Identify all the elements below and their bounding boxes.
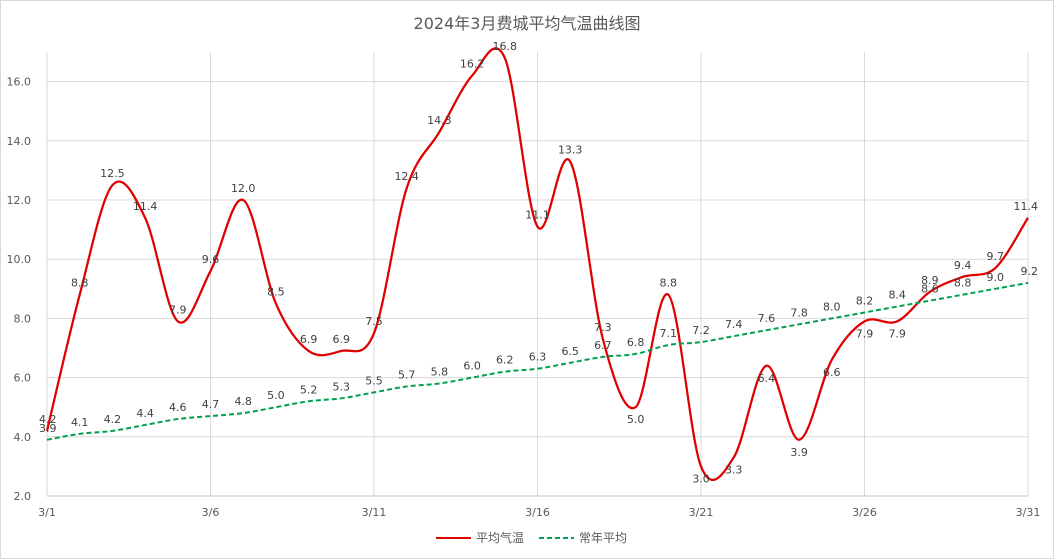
avg-temp-data-label: 7.5 bbox=[365, 315, 383, 328]
avg-temp-data-label: 5.0 bbox=[627, 413, 645, 426]
avg-temp-data-label: 7.3 bbox=[594, 321, 612, 334]
normal-avg-data-label: 6.2 bbox=[496, 354, 514, 367]
avg-temp-data-label: 6.6 bbox=[823, 366, 841, 379]
normal-avg-data-label: 6.3 bbox=[529, 351, 547, 364]
avg-temp-data-label: 16.8 bbox=[493, 40, 518, 53]
normal-avg-data-label: 5.0 bbox=[267, 389, 285, 402]
avg-temp-data-label: 8.8 bbox=[71, 277, 89, 290]
avg-temp-data-label: 8.5 bbox=[267, 286, 285, 299]
y-tick-label: 6.0 bbox=[14, 372, 32, 385]
avg-temp-data-label: 8.8 bbox=[660, 277, 678, 290]
normal-avg-data-label: 9.0 bbox=[987, 271, 1005, 284]
normal-avg-data-label: 6.8 bbox=[627, 336, 645, 349]
avg-temp-data-label: 6.4 bbox=[758, 372, 776, 385]
normal-avg-data-label: 7.4 bbox=[725, 318, 743, 331]
y-tick-label: 12.0 bbox=[7, 194, 32, 207]
x-tick-label: 3/11 bbox=[362, 506, 387, 519]
normal-avg-data-label: 8.0 bbox=[823, 300, 841, 313]
avg-temp-data-label: 8.9 bbox=[921, 274, 939, 287]
y-tick-label: 14.0 bbox=[7, 135, 32, 148]
normal-avg-data-label: 6.7 bbox=[594, 339, 612, 352]
y-tick-label: 8.0 bbox=[14, 312, 32, 325]
x-tick-label: 3/31 bbox=[1016, 506, 1041, 519]
x-tick-label: 3/1 bbox=[38, 506, 56, 519]
avg-temp-data-label: 7.9 bbox=[856, 327, 874, 340]
avg-temp-data-label: 14.3 bbox=[427, 114, 452, 127]
avg-temp-data-label: 9.7 bbox=[987, 250, 1005, 263]
legend: 平均气温 常年平均 bbox=[436, 530, 627, 545]
legend-label-normal-avg: 常年平均 bbox=[579, 531, 627, 545]
avg-temp-data-label: 11.4 bbox=[1014, 200, 1039, 213]
normal-avg-data-label: 7.1 bbox=[660, 327, 678, 340]
avg-temp-data-label: 3.9 bbox=[790, 446, 808, 459]
normal-avg-data-label: 7.6 bbox=[758, 312, 776, 325]
normal-avg-data-label: 5.8 bbox=[431, 366, 449, 379]
normal-avg-data-label: 4.2 bbox=[104, 413, 122, 426]
x-tick-label: 3/26 bbox=[852, 506, 877, 519]
avg-temp-data-label: 3.0 bbox=[692, 472, 710, 485]
normal-avg-data-label: 5.5 bbox=[365, 374, 383, 387]
normal-avg-data-label: 4.8 bbox=[234, 395, 252, 408]
x-tick-label: 3/21 bbox=[689, 506, 714, 519]
chart-title: 2024年3月费城平均气温曲线图 bbox=[414, 14, 641, 33]
x-tick-label: 3/6 bbox=[202, 506, 220, 519]
series-layer bbox=[45, 47, 1029, 481]
x-tick-label: 3/16 bbox=[525, 506, 550, 519]
avg-temp-data-label: 11.1 bbox=[525, 209, 550, 222]
normal-avg-data-label: 5.2 bbox=[300, 383, 318, 396]
avg-temp-data-label: 6.9 bbox=[300, 333, 318, 346]
y-tick-label: 4.0 bbox=[14, 431, 32, 444]
normal-avg-data-label: 6.5 bbox=[561, 345, 579, 358]
normal-avg-data-label: 8.8 bbox=[954, 277, 972, 290]
normal-avg-data-label: 3.9 bbox=[39, 422, 57, 435]
normal-avg-data-label: 8.4 bbox=[888, 289, 906, 302]
normal-avg-data-label: 4.6 bbox=[169, 401, 187, 414]
avg-temp-data-label: 7.9 bbox=[888, 327, 906, 340]
y-tick-label: 2.0 bbox=[14, 490, 32, 503]
avg-temp-data-label: 6.9 bbox=[333, 333, 351, 346]
avg-temp-data-label: 9.4 bbox=[954, 259, 972, 272]
normal-avg-data-label: 9.2 bbox=[1021, 265, 1039, 278]
data-label-layer: 4.2 8.8 12.5 11.4 7.9 9.6 12.0 8.5 6.9 6.9 7.5 12.4… bbox=[39, 40, 1038, 485]
avg-temp-data-label: 12.4 bbox=[394, 170, 419, 183]
avg-temp-data-label: 11.4 bbox=[133, 200, 158, 213]
avg-temp-data-label: 12.5 bbox=[100, 167, 125, 180]
avg-temp-data-label: 3.3 bbox=[725, 464, 743, 477]
normal-avg-data-label: 7.2 bbox=[692, 324, 710, 337]
normal-avg-data-label: 8.2 bbox=[856, 294, 874, 307]
normal-avg-data-label: 4.4 bbox=[136, 407, 154, 420]
grid-layer bbox=[46, 52, 1029, 497]
normal-avg-data-label: 4.1 bbox=[71, 416, 89, 429]
avg-temp-data-label: 12.0 bbox=[231, 182, 256, 195]
y-tick-label: 10.0 bbox=[7, 253, 32, 266]
normal-avg-data-label: 7.8 bbox=[790, 306, 808, 319]
avg-temp-data-label: 4.2 bbox=[39, 413, 57, 426]
avg-temp-data-label: 9.6 bbox=[202, 253, 220, 266]
normal-avg-data-label: 5.3 bbox=[333, 380, 351, 393]
avg-temp-data-label: 16.2 bbox=[460, 58, 485, 71]
normal-avg-data-label: 8.6 bbox=[921, 283, 939, 296]
y-tick-label: 16.0 bbox=[7, 76, 32, 89]
avg-temp-line bbox=[45, 47, 1029, 481]
normal-avg-data-label: 4.7 bbox=[202, 398, 220, 411]
avg-temp-data-label: 13.3 bbox=[558, 144, 583, 157]
avg-temp-data-label: 7.9 bbox=[169, 303, 187, 316]
normal-avg-line bbox=[46, 281, 1029, 441]
legend-label-avg-temp: 平均气温 bbox=[476, 530, 524, 545]
normal-avg-data-label: 5.7 bbox=[398, 368, 416, 381]
axis-layer: 2.0 4.0 6.0 8.0 10.0 12.0 14.0 16.0 3/1 3/6 3/11 3/… bbox=[7, 76, 1041, 519]
normal-avg-data-label: 6.0 bbox=[463, 360, 481, 373]
